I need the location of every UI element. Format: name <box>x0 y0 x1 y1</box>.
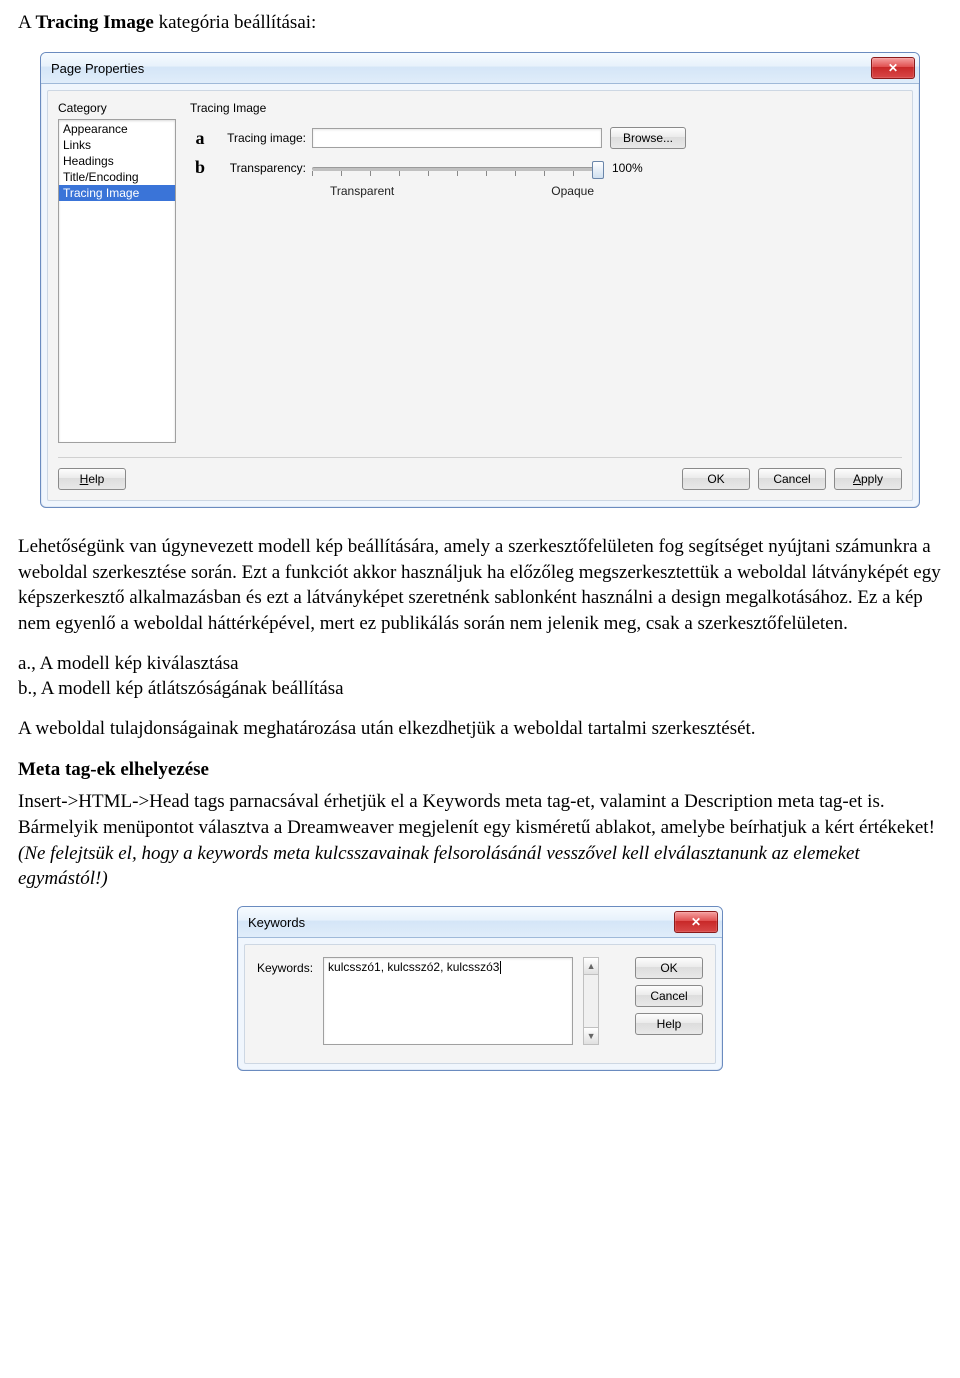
category-column: Category AppearanceLinksHeadingsTitle/En… <box>58 101 176 443</box>
heading-bold: Tracing Image <box>35 12 153 33</box>
apply-button[interactable]: Apply <box>834 468 902 490</box>
para3-b: (Ne felejtsük el, hogy a keywords meta k… <box>18 843 860 890</box>
titlebar: Keywords ✕ <box>238 907 722 938</box>
doc-para-2: A weboldal tulajdonságainak meghatározás… <box>18 716 942 742</box>
scroll-up-icon[interactable]: ▲ <box>584 958 598 975</box>
browse-button[interactable]: Browse... <box>610 127 686 149</box>
close-icon: ✕ <box>691 915 701 929</box>
item-a-label: a., <box>18 653 36 674</box>
category-item[interactable]: Links <box>59 137 175 153</box>
keywords-textarea[interactable]: kulcsszó1, kulcsszó2, kulcsszó3 <box>323 957 573 1045</box>
dialog-title: Keywords <box>248 915 674 930</box>
close-icon: ✕ <box>888 61 898 75</box>
transparency-row: b Transparency: <box>190 157 902 178</box>
tracing-image-row: a Tracing image: Browse... <box>190 127 902 149</box>
tracing-image-label: Tracing image: <box>210 131 312 145</box>
tracing-image-input[interactable] <box>312 128 602 148</box>
page-properties-dialog: Page Properties ✕ Category AppearanceLin… <box>40 52 920 508</box>
marker-b: b <box>190 157 210 178</box>
main-column: Tracing Image a Tracing image: Browse...… <box>190 101 902 443</box>
transparency-slider[interactable] <box>312 158 602 178</box>
textarea-scrollbar[interactable]: ▲ ▼ <box>583 957 599 1045</box>
cancel-button[interactable]: Cancel <box>758 468 826 490</box>
item-b-label: b., <box>18 678 37 699</box>
help-button[interactable]: Help <box>58 468 126 490</box>
slider-thumb[interactable] <box>592 161 604 179</box>
close-button[interactable]: ✕ <box>871 57 915 79</box>
scroll-down-icon[interactable]: ▼ <box>584 1027 598 1044</box>
dialog-title: Page Properties <box>51 61 871 76</box>
heading-suffix: kategória beállításai: <box>154 12 316 33</box>
item-a-text: A modell kép kiválasztása <box>36 653 239 674</box>
section-title: Tracing Image <box>190 101 902 115</box>
text-caret-icon <box>500 961 501 974</box>
doc-para-1: Lehetőségünk van úgynevezett modell kép … <box>18 534 942 637</box>
keywords-dialog: Keywords ✕ Keywords: kulcsszó1, kulcsszó… <box>237 906 723 1071</box>
category-item[interactable]: Appearance <box>59 121 175 137</box>
ok-button[interactable]: OK <box>635 957 703 979</box>
dialog-body: Category AppearanceLinksHeadingsTitle/En… <box>47 90 913 501</box>
close-button[interactable]: ✕ <box>674 911 718 933</box>
dialog-button-row: Help OK Cancel Apply <box>58 457 902 490</box>
transparent-caption: Transparent <box>330 184 394 198</box>
transparency-percent: 100% <box>612 161 643 175</box>
doc-para-3: Insert->HTML->Head tags parnacsával érhe… <box>18 789 942 892</box>
ok-button[interactable]: OK <box>682 468 750 490</box>
help-button[interactable]: Help <box>635 1013 703 1035</box>
doc-heading: A Tracing Image kategória beállításai: <box>18 12 942 34</box>
item-b-text: A modell kép átlátszóságának beállítása <box>37 678 344 699</box>
doc-subheading: Meta tag-ek elhelyezése <box>18 759 942 781</box>
transparency-label: Transparency: <box>210 161 312 175</box>
category-list[interactable]: AppearanceLinksHeadingsTitle/EncodingTra… <box>58 119 176 443</box>
cancel-button[interactable]: Cancel <box>635 985 703 1007</box>
titlebar: Page Properties ✕ <box>41 53 919 84</box>
dialog-body: Keywords: kulcsszó1, kulcsszó2, kulcsszó… <box>244 944 716 1064</box>
keywords-value: kulcsszó1, kulcsszó2, kulcsszó3 <box>328 960 499 974</box>
keywords-label: Keywords: <box>257 957 313 975</box>
para3-a: Insert->HTML->Head tags parnacsával érhe… <box>18 791 935 838</box>
category-item[interactable]: Title/Encoding <box>59 169 175 185</box>
opaque-caption: Opaque <box>551 184 594 198</box>
marker-a: a <box>190 128 210 149</box>
heading-prefix: A <box>18 12 35 33</box>
category-item[interactable]: Tracing Image <box>59 185 175 201</box>
category-item[interactable]: Headings <box>59 153 175 169</box>
doc-item-a: a., A modell kép kiválasztása b., A mode… <box>18 651 942 702</box>
category-label: Category <box>58 101 176 115</box>
